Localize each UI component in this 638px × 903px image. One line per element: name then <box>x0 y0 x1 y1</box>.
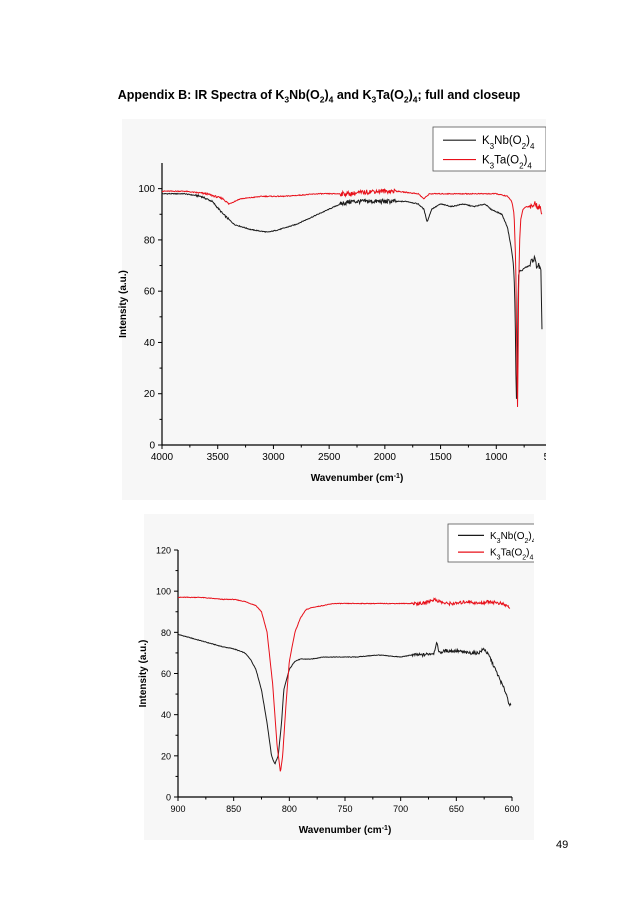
legend-label-full-0: K3Nb(O2)4 <box>482 135 535 151</box>
chart-frame-full <box>122 119 546 500</box>
chart-frame-closeup <box>144 514 534 840</box>
appendix-heading: Appendix B: IR Spectra of K3Nb(O2)4 and … <box>117 88 521 105</box>
x-tick-label-full-6: 1000 <box>485 452 508 463</box>
y-tick-label-closeup-1: 20 <box>161 751 171 761</box>
y-tick-label-full-3: 60 <box>144 287 156 298</box>
y-axis-label-closeup: Intensity (a.u.) <box>138 640 149 708</box>
x-tick-label-closeup-3: 750 <box>337 804 352 814</box>
series-line-closeup-0 <box>177 633 512 765</box>
legend-box-closeup <box>447 523 534 563</box>
x-tick-label-closeup-0: 900 <box>170 804 185 814</box>
full-ir-spectrum-chart: 4000 3500 3000 2500 2000 1500 1000 500 0 20 40 60 80… <box>118 119 546 500</box>
legend-label-full-1: K3Ta(O2)4 <box>482 155 532 171</box>
closeup-ir-spectrum-chart: 900 850 800 750 700 650 600 0 20 40 60 80 100 120 Wave… <box>138 514 534 840</box>
x-tick-label-closeup-5: 650 <box>449 804 464 814</box>
legend-label-closeup-0: K3Nb(O2)4 <box>490 531 534 545</box>
x-tick-label-full-4: 2000 <box>374 452 397 463</box>
x-tick-label-full-7: 500 <box>544 452 546 463</box>
x-tick-label-full-3: 2500 <box>318 452 341 463</box>
legend-box-full <box>432 126 546 172</box>
y-tick-label-closeup-5: 100 <box>156 587 171 597</box>
x-axis-label-full: Wavenumber (cm-1) <box>311 473 404 485</box>
x-tick-label-closeup-6: 600 <box>504 804 519 814</box>
x-tick-label-closeup-2: 800 <box>282 804 297 814</box>
y-tick-label-closeup-6: 120 <box>156 546 171 556</box>
x-tick-label-closeup-1: 850 <box>226 804 241 814</box>
y-tick-label-closeup-3: 60 <box>161 669 171 679</box>
y-tick-label-closeup-0: 0 <box>166 793 171 803</box>
x-tick-label-full-0: 4000 <box>151 452 174 463</box>
y-tick-label-closeup-4: 80 <box>161 628 171 638</box>
y-tick-label-full-2: 40 <box>144 338 156 349</box>
y-tick-label-full-4: 80 <box>144 235 156 246</box>
series-line-full-0 <box>161 192 543 399</box>
series-line-closeup-1 <box>177 596 511 772</box>
legend-label-closeup-1: K3Ta(O2)4 <box>490 548 534 562</box>
page-number: 49 <box>556 839 569 851</box>
x-tick-label-full-5: 1500 <box>429 452 452 463</box>
x-axis-label-closeup: Wavenumber (cm-1) <box>299 825 392 837</box>
x-tick-label-closeup-4: 700 <box>393 804 408 814</box>
y-tick-label-full-0: 0 <box>149 441 155 452</box>
x-tick-label-full-2: 3000 <box>262 452 285 463</box>
y-tick-label-closeup-2: 40 <box>161 710 171 720</box>
x-tick-label-full-1: 3500 <box>207 452 230 463</box>
y-tick-label-full-1: 20 <box>144 389 156 400</box>
y-tick-label-full-5: 100 <box>138 184 155 195</box>
series-line-full-1 <box>161 188 543 407</box>
y-axis-label-full: Intensity (a.u.) <box>118 270 129 338</box>
